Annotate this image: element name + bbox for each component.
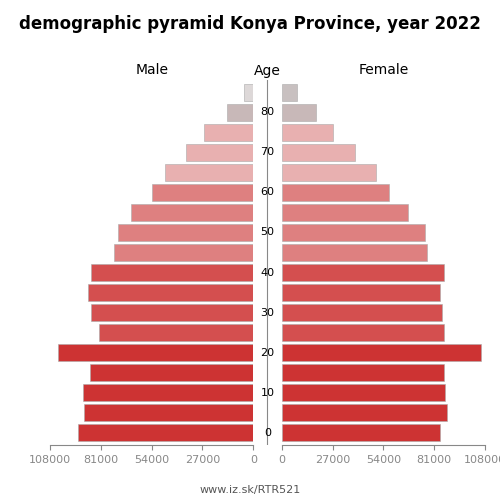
- Bar: [88, 284, 254, 301]
- Text: 80: 80: [260, 107, 274, 117]
- Bar: [90, 364, 254, 382]
- Bar: [186, 144, 254, 160]
- Bar: [83, 384, 253, 402]
- Bar: [282, 84, 297, 100]
- Bar: [282, 124, 333, 140]
- Bar: [204, 124, 254, 140]
- Bar: [282, 244, 426, 261]
- Text: demographic pyramid Konya Province, year 2022: demographic pyramid Konya Province, year…: [19, 15, 481, 33]
- Bar: [282, 344, 481, 362]
- Bar: [282, 384, 446, 402]
- Text: 40: 40: [260, 268, 274, 278]
- Bar: [84, 404, 253, 421]
- Bar: [282, 224, 425, 241]
- Bar: [118, 224, 254, 241]
- Bar: [78, 424, 254, 442]
- Text: www.iz.sk/RTR521: www.iz.sk/RTR521: [200, 485, 300, 495]
- Bar: [152, 184, 254, 201]
- Bar: [92, 304, 254, 321]
- Bar: [165, 164, 254, 181]
- Bar: [244, 84, 254, 100]
- Bar: [131, 204, 254, 221]
- Text: 30: 30: [260, 308, 274, 318]
- Text: 0: 0: [264, 428, 271, 438]
- Bar: [282, 264, 444, 281]
- Bar: [282, 424, 440, 442]
- Bar: [114, 244, 254, 261]
- Bar: [58, 344, 254, 362]
- Bar: [282, 144, 355, 160]
- Bar: [227, 104, 254, 120]
- Text: 10: 10: [260, 388, 274, 398]
- Title: Female: Female: [358, 64, 408, 78]
- Bar: [282, 324, 444, 341]
- Text: 20: 20: [260, 348, 274, 358]
- Bar: [282, 164, 376, 181]
- Title: Male: Male: [135, 64, 168, 78]
- Bar: [99, 324, 254, 341]
- Bar: [282, 184, 389, 201]
- Text: 70: 70: [260, 147, 274, 157]
- Text: 60: 60: [260, 188, 274, 198]
- Bar: [282, 364, 444, 382]
- Bar: [282, 304, 442, 321]
- Bar: [282, 404, 448, 421]
- Text: 50: 50: [260, 228, 274, 237]
- Text: Age: Age: [254, 64, 281, 78]
- Bar: [282, 104, 316, 120]
- Bar: [282, 284, 440, 301]
- Bar: [282, 204, 408, 221]
- Bar: [92, 264, 254, 281]
